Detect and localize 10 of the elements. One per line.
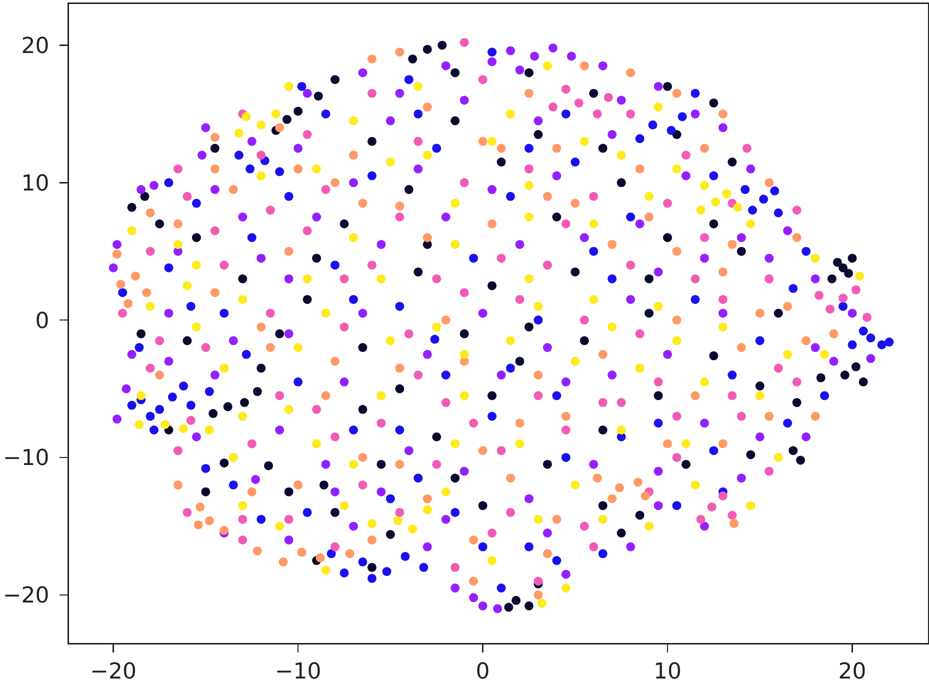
x-tick-label: 20 xyxy=(838,660,866,681)
y-tick-label: −10 xyxy=(2,446,50,472)
y-tick-label: −20 xyxy=(2,584,50,609)
x-tick-label: −10 xyxy=(274,660,322,681)
y-tick-label: 10 xyxy=(21,171,50,196)
x-tick-label: 0 xyxy=(476,660,490,681)
x-tick-label: −20 xyxy=(90,660,137,681)
x-tick-label: 10 xyxy=(654,660,682,681)
y-tick-label: 20 xyxy=(21,34,50,59)
y-tick-label: 0 xyxy=(35,308,50,334)
